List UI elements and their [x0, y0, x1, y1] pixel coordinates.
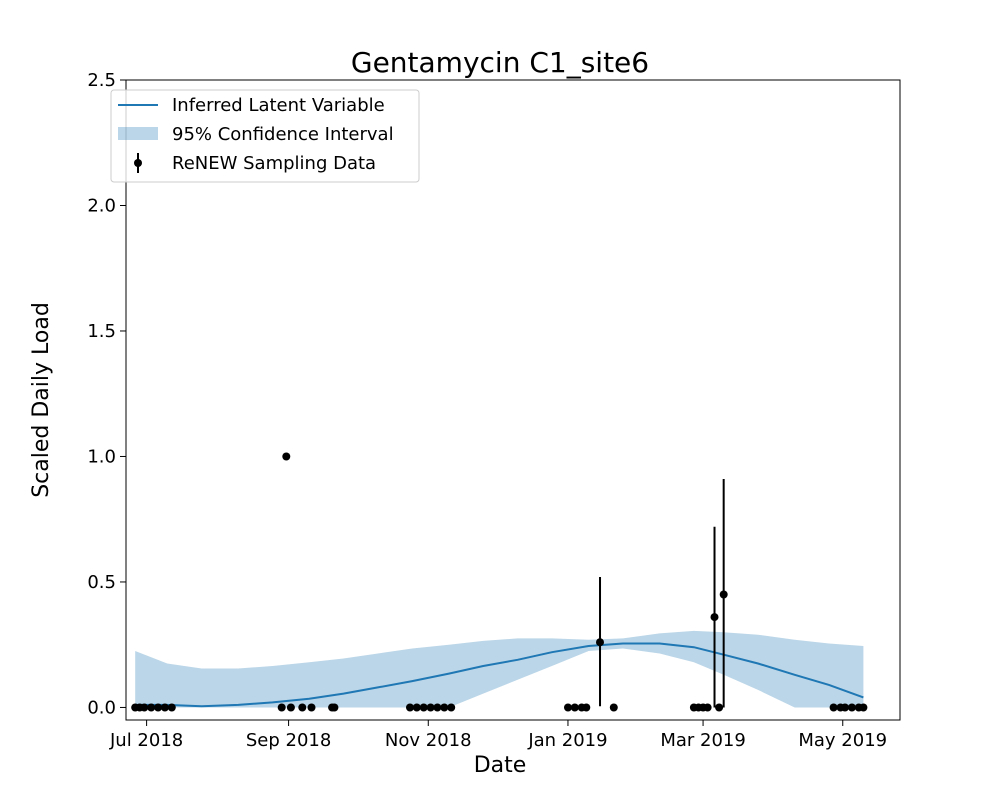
y-tick-label: 0.0 — [87, 697, 116, 718]
sample-point — [307, 703, 316, 712]
x-tick-label: Jul 2018 — [109, 730, 183, 751]
legend-label-ci: 95% Confidence Interval — [172, 124, 394, 145]
sample-point — [282, 452, 291, 461]
y-axis: 0.0 0.5 1.0 1.5 2.0 2.5 — [87, 70, 126, 718]
legend-band-swatch — [118, 127, 158, 140]
chart-title: Gentamycin C1_site6 — [351, 46, 649, 79]
sample-point — [841, 703, 849, 712]
sample-point — [564, 703, 572, 712]
y-axis-label: Scaled Daily Load — [29, 302, 54, 498]
sample-point — [847, 703, 856, 712]
x-tick-label: May 2019 — [798, 730, 887, 751]
sample-point — [147, 703, 156, 712]
legend-label-data: ReNEW Sampling Data — [172, 153, 376, 174]
y-tick-label: 2.0 — [87, 195, 116, 216]
sample-point — [719, 590, 728, 599]
x-tick-label: Mar 2019 — [660, 730, 746, 751]
sample-point — [154, 703, 163, 712]
sample-point — [330, 703, 339, 712]
sample-point — [715, 703, 724, 712]
sample-point — [277, 703, 286, 712]
sample-point — [440, 703, 449, 712]
sample-point — [406, 703, 414, 712]
sample-point — [829, 703, 838, 712]
sample-point — [582, 703, 591, 712]
x-tick-label: Sep 2018 — [246, 730, 331, 751]
sample-point — [703, 703, 712, 712]
axes-frame — [125, 79, 901, 721]
legend-marker-swatch — [134, 159, 142, 167]
x-tick-label: Nov 2018 — [385, 730, 472, 751]
confidence-band — [135, 630, 864, 708]
plot-area — [131, 452, 868, 712]
sample-point — [412, 703, 421, 712]
sample-point — [609, 703, 618, 712]
sample-point — [167, 703, 176, 712]
sample-point — [419, 703, 428, 712]
latent-variable-line — [135, 642, 864, 708]
sample-point — [286, 703, 295, 712]
sample-point — [140, 703, 149, 712]
legend: Inferred Latent Variable 95% Confidence … — [110, 89, 420, 183]
sample-point — [426, 703, 435, 712]
sample-point — [570, 703, 579, 712]
legend-label-latent: Inferred Latent Variable — [172, 95, 385, 116]
x-axis-label: Date — [474, 753, 527, 778]
x-tick-label: Jan 2019 — [527, 730, 607, 751]
sample-point — [710, 613, 719, 622]
sample-point — [859, 703, 868, 712]
sample-point — [160, 703, 169, 712]
y-tick-label: 0.5 — [87, 572, 116, 593]
legend-box — [110, 89, 420, 183]
y-tick-label: 1.0 — [87, 446, 116, 467]
y-tick-label: 2.5 — [87, 70, 116, 91]
sample-point — [433, 703, 442, 712]
y-tick-label: 1.5 — [87, 321, 116, 342]
sample-point — [298, 703, 307, 712]
x-axis: Jul 2018 Sep 2018 Nov 2018 Jan 2019 Mar 2019… — [109, 720, 887, 751]
sample-point — [596, 638, 604, 647]
sample-point — [447, 703, 456, 712]
